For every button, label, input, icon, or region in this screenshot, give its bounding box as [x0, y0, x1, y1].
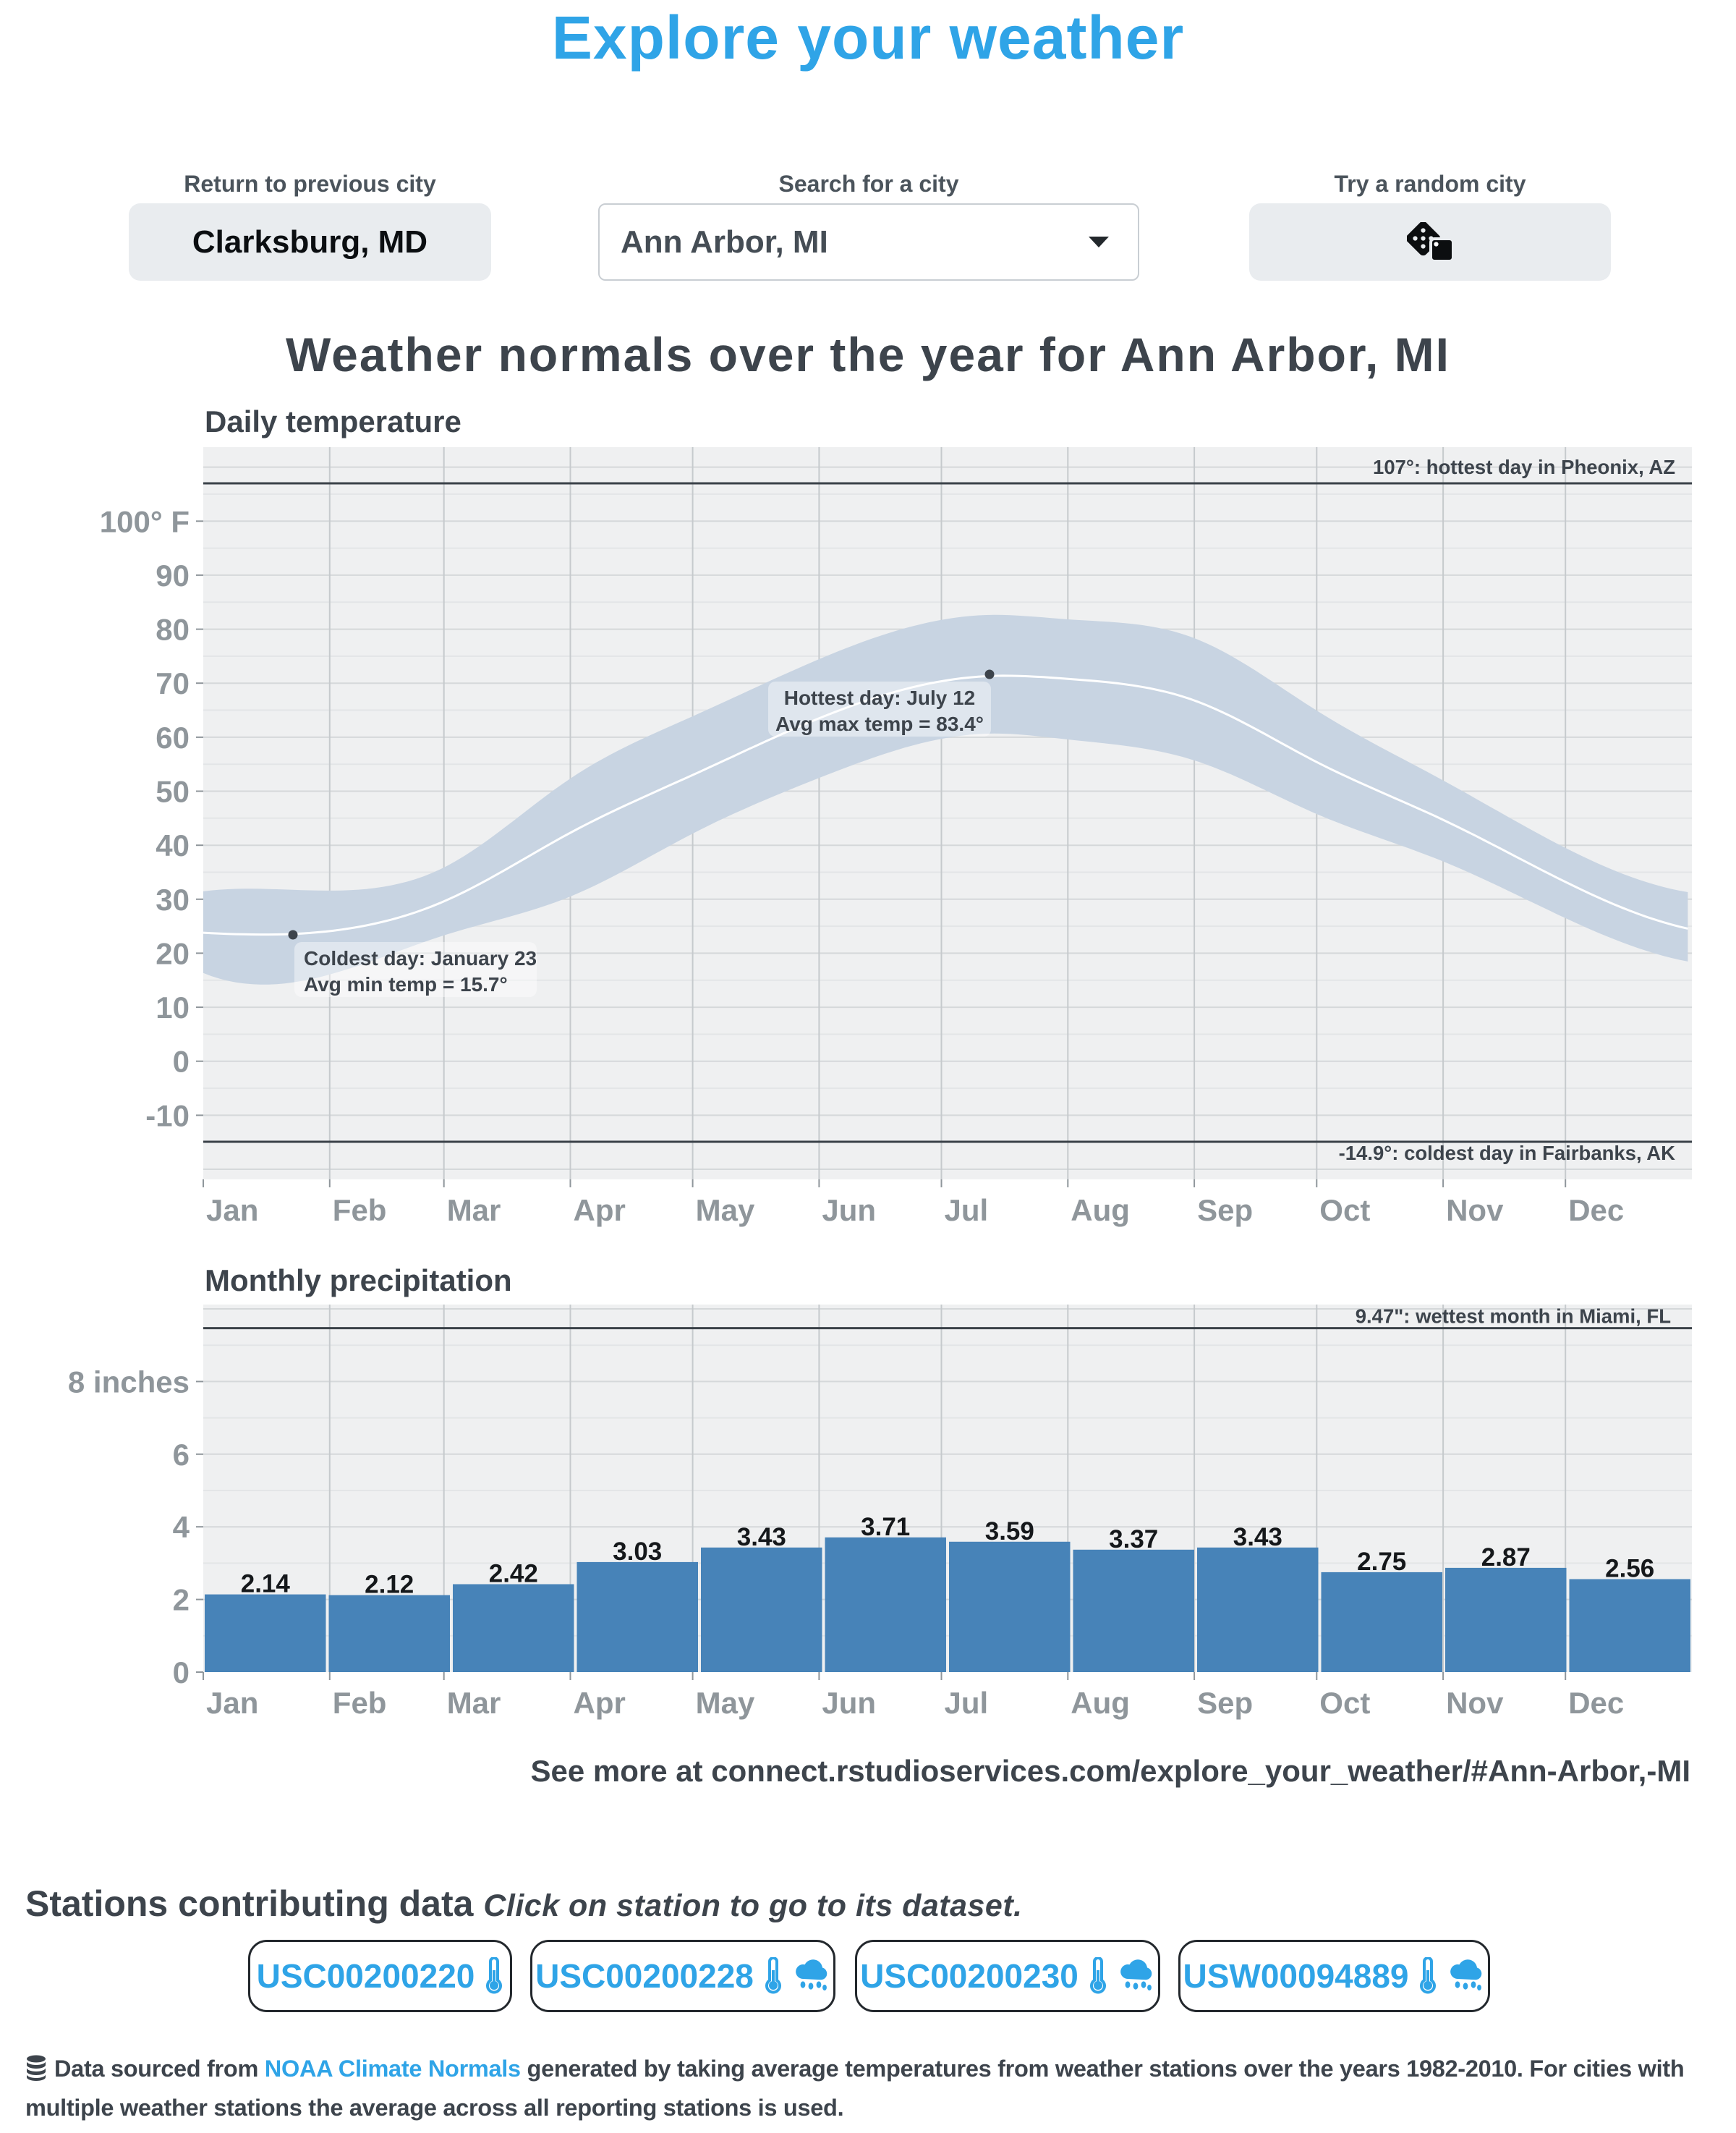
svg-text:0: 0: [173, 1045, 190, 1079]
svg-text:Coldest day: January 23: Coldest day: January 23: [304, 947, 537, 970]
svg-text:6: 6: [173, 1438, 190, 1472]
svg-text:2: 2: [173, 1583, 190, 1617]
svg-text:Jul: Jul: [945, 1686, 989, 1720]
svg-text:3.59: 3.59: [985, 1517, 1034, 1545]
svg-text:3.37: 3.37: [1109, 1525, 1158, 1553]
svg-text:107°: hottest day in Pheonix,: 107°: hottest day in Pheonix, AZ: [1373, 456, 1675, 478]
svg-text:70: 70: [156, 666, 190, 700]
svg-text:Feb: Feb: [333, 1686, 387, 1720]
svg-text:2.14: 2.14: [241, 1570, 291, 1598]
svg-text:Jul: Jul: [945, 1193, 989, 1227]
svg-text:2.87: 2.87: [1481, 1543, 1531, 1572]
svg-text:-14.9°: coldest day in Fairban: -14.9°: coldest day in Fairbanks, AK: [1339, 1142, 1676, 1164]
svg-text:Monthly precipitation: Monthly precipitation: [205, 1263, 512, 1297]
svg-text:60: 60: [156, 721, 190, 755]
svg-text:Hottest day: July 12: Hottest day: July 12: [784, 687, 976, 709]
svg-text:Oct: Oct: [1319, 1686, 1370, 1720]
svg-text:2.56: 2.56: [1605, 1555, 1654, 1583]
svg-text:Mar: Mar: [447, 1193, 501, 1227]
svg-text:20: 20: [156, 936, 190, 970]
svg-text:Nov: Nov: [1446, 1193, 1504, 1227]
svg-text:40: 40: [156, 828, 190, 862]
svg-text:3.43: 3.43: [1233, 1523, 1282, 1551]
svg-text:3.71: 3.71: [861, 1513, 910, 1541]
svg-text:Aug: Aug: [1071, 1193, 1130, 1227]
svg-text:Nov: Nov: [1446, 1686, 1504, 1720]
svg-text:Sep: Sep: [1197, 1686, 1253, 1720]
svg-text:Dec: Dec: [1568, 1193, 1624, 1227]
svg-text:90: 90: [156, 559, 190, 593]
svg-text:Jan: Jan: [206, 1193, 258, 1227]
svg-text:See more at connect.rstudioser: See more at connect.rstudioservices.com/…: [530, 1754, 1690, 1788]
svg-text:50: 50: [156, 775, 190, 809]
svg-text:May: May: [696, 1686, 755, 1720]
svg-text:10: 10: [156, 991, 190, 1025]
svg-text:30: 30: [156, 883, 190, 917]
svg-text:Feb: Feb: [333, 1193, 387, 1227]
svg-text:2.75: 2.75: [1357, 1548, 1406, 1576]
svg-text:May: May: [696, 1193, 755, 1227]
svg-text:Apr: Apr: [574, 1193, 626, 1227]
svg-text:Oct: Oct: [1319, 1193, 1370, 1227]
svg-text:80: 80: [156, 613, 190, 647]
svg-text:Aug: Aug: [1071, 1686, 1130, 1720]
svg-text:Jan: Jan: [206, 1686, 258, 1720]
svg-text:Jun: Jun: [822, 1193, 876, 1227]
svg-text:4: 4: [173, 1510, 190, 1544]
svg-text:9.47": wettest month in Miami,: 9.47": wettest month in Miami, FL: [1356, 1305, 1671, 1328]
svg-text:2.12: 2.12: [365, 1571, 414, 1599]
svg-text:0: 0: [173, 1655, 190, 1689]
svg-text:3.03: 3.03: [613, 1538, 662, 1566]
svg-text:Avg min temp = 15.7°: Avg min temp = 15.7°: [304, 973, 508, 996]
svg-text:8 inches: 8 inches: [68, 1365, 190, 1399]
svg-text:Dec: Dec: [1568, 1686, 1624, 1720]
svg-text:-10: -10: [145, 1098, 190, 1132]
svg-text:Jun: Jun: [822, 1686, 876, 1720]
svg-text:2.42: 2.42: [489, 1560, 538, 1588]
svg-text:Daily temperature: Daily temperature: [205, 404, 461, 438]
svg-text:Mar: Mar: [447, 1686, 501, 1720]
svg-text:100° F: 100° F: [100, 504, 190, 538]
svg-text:Sep: Sep: [1197, 1193, 1253, 1227]
svg-text:3.43: 3.43: [737, 1523, 786, 1551]
svg-text:Avg max temp = 83.4°: Avg max temp = 83.4°: [775, 713, 984, 735]
svg-text:Apr: Apr: [574, 1686, 626, 1720]
